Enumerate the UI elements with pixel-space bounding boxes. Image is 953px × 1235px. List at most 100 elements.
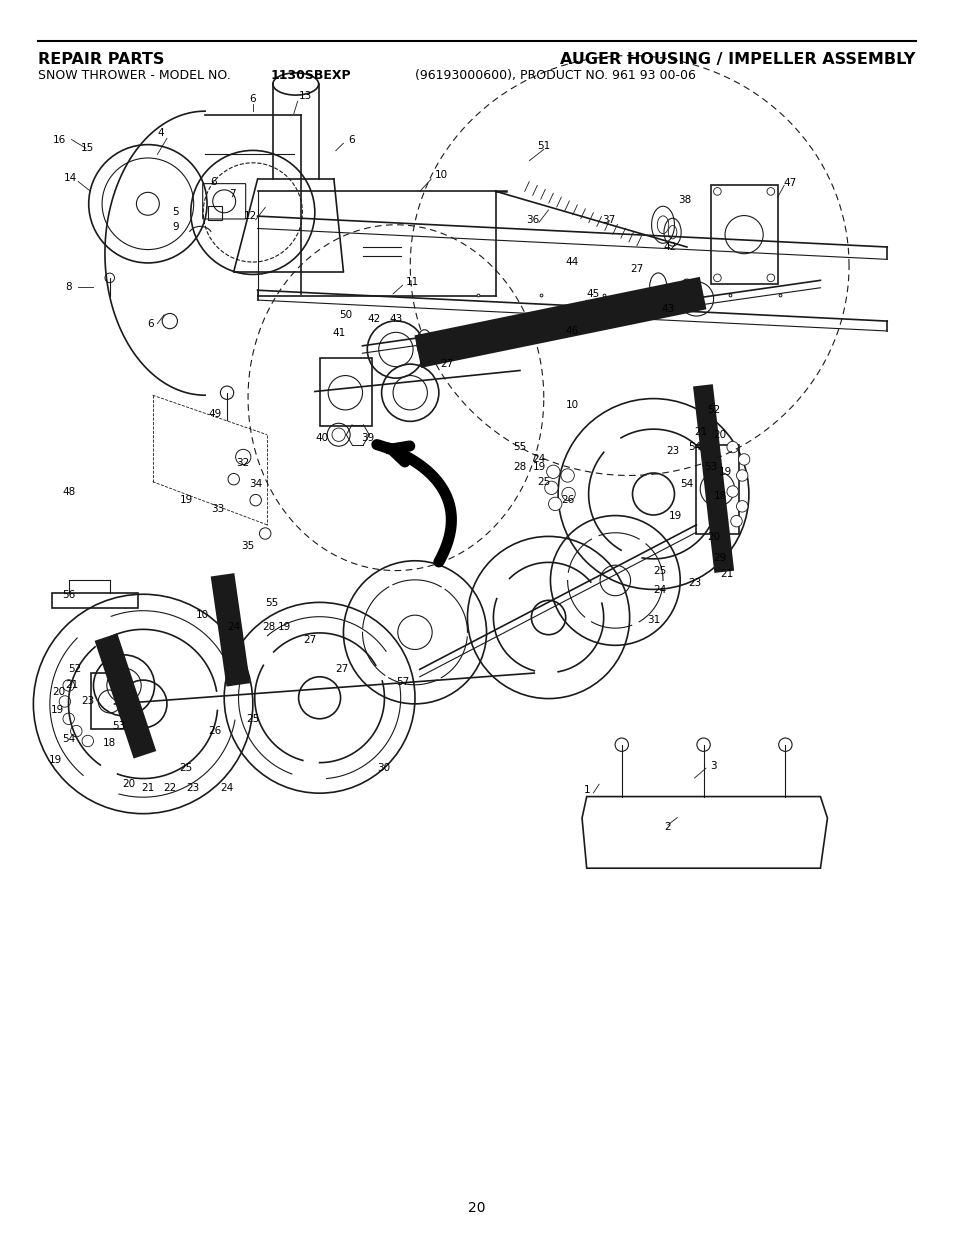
Circle shape (560, 469, 574, 482)
Text: 54: 54 (679, 479, 693, 489)
Text: 20: 20 (52, 687, 66, 697)
Text: 8: 8 (66, 282, 71, 291)
Circle shape (82, 735, 93, 747)
Text: 10: 10 (435, 170, 448, 180)
Text: 6: 6 (250, 94, 255, 104)
Text: 53: 53 (112, 721, 126, 731)
Text: 13: 13 (298, 91, 312, 101)
Text: 27: 27 (439, 359, 453, 369)
Circle shape (548, 498, 561, 510)
Text: 50: 50 (338, 310, 352, 320)
Text: 43: 43 (389, 314, 402, 324)
Circle shape (713, 188, 720, 195)
Text: 53: 53 (703, 462, 717, 472)
Text: 10: 10 (565, 400, 578, 410)
Text: 56: 56 (62, 590, 75, 600)
Text: 6: 6 (348, 135, 354, 144)
Text: 3: 3 (710, 761, 716, 771)
Text: 25: 25 (246, 714, 259, 724)
Text: 19: 19 (51, 705, 64, 715)
Text: 15: 15 (81, 143, 94, 153)
Circle shape (162, 314, 177, 329)
Text: 6: 6 (148, 319, 153, 329)
Text: 54: 54 (687, 442, 700, 452)
Text: 1: 1 (583, 785, 589, 795)
Circle shape (250, 494, 261, 506)
Text: 23: 23 (186, 783, 199, 793)
Text: 9: 9 (172, 222, 178, 232)
Text: 21: 21 (65, 680, 78, 690)
Circle shape (738, 453, 749, 466)
Text: 19: 19 (718, 467, 731, 477)
Circle shape (696, 739, 709, 751)
Text: 16: 16 (52, 135, 66, 144)
Text: 21: 21 (694, 427, 707, 437)
Text: 27: 27 (630, 264, 643, 274)
Text: 38: 38 (678, 195, 691, 205)
Text: 40: 40 (315, 433, 329, 443)
Text: 52: 52 (706, 405, 720, 415)
Text: 55: 55 (265, 598, 278, 608)
Text: 36: 36 (525, 215, 538, 225)
Text: 41: 41 (332, 329, 345, 338)
Text: 14: 14 (64, 173, 77, 183)
Text: AUGER HOUSING / IMPELLER ASSEMBLY: AUGER HOUSING / IMPELLER ASSEMBLY (559, 52, 915, 67)
Text: 24: 24 (227, 622, 240, 632)
Text: 42: 42 (662, 242, 676, 252)
Circle shape (726, 485, 738, 498)
Text: 24: 24 (532, 454, 545, 464)
Text: 2: 2 (664, 823, 670, 832)
Text: 32: 32 (236, 458, 250, 468)
Text: 19: 19 (668, 511, 681, 521)
Text: 20: 20 (713, 430, 726, 440)
Text: 49: 49 (208, 409, 221, 419)
Text: (96193000600), PRODUCT NO. 961 93 00-06: (96193000600), PRODUCT NO. 961 93 00-06 (415, 69, 695, 83)
Text: 28: 28 (513, 462, 526, 472)
Text: 23: 23 (687, 578, 700, 588)
Text: 34: 34 (249, 479, 262, 489)
Text: 19: 19 (277, 622, 291, 632)
Circle shape (726, 441, 738, 453)
Text: 12: 12 (243, 211, 256, 221)
Text: 19: 19 (179, 495, 193, 505)
Circle shape (63, 713, 74, 725)
Text: 55: 55 (513, 442, 526, 452)
Text: 21: 21 (141, 783, 154, 793)
Text: 11: 11 (405, 277, 418, 287)
Text: 48: 48 (62, 487, 75, 496)
Text: 25: 25 (653, 566, 666, 576)
Text: 44: 44 (565, 257, 578, 267)
Text: 29: 29 (713, 553, 726, 563)
Circle shape (766, 274, 774, 282)
Circle shape (105, 273, 114, 283)
Text: 43: 43 (660, 304, 674, 314)
Circle shape (713, 274, 720, 282)
Text: 28: 28 (262, 622, 275, 632)
Text: 18: 18 (103, 739, 116, 748)
Circle shape (220, 387, 233, 399)
Text: REPAIR PARTS: REPAIR PARTS (38, 52, 164, 67)
Text: 47: 47 (782, 178, 796, 188)
Text: 25: 25 (537, 477, 550, 487)
Circle shape (730, 515, 741, 527)
Circle shape (71, 725, 82, 737)
Text: 24: 24 (220, 783, 233, 793)
Text: 20: 20 (706, 532, 720, 542)
Circle shape (778, 739, 791, 751)
Text: 23: 23 (81, 697, 94, 706)
Text: 10: 10 (195, 610, 209, 620)
Text: 45: 45 (586, 289, 599, 299)
Circle shape (561, 488, 575, 500)
Text: 22: 22 (163, 783, 176, 793)
Text: 4: 4 (157, 128, 163, 138)
Text: 7: 7 (230, 189, 235, 199)
Circle shape (766, 188, 774, 195)
Text: 19: 19 (49, 755, 62, 764)
Circle shape (228, 473, 239, 485)
Circle shape (546, 466, 559, 478)
Text: 31: 31 (646, 615, 659, 625)
Text: 20: 20 (122, 779, 135, 789)
Text: 5: 5 (172, 207, 178, 217)
Text: 27: 27 (303, 635, 316, 645)
Circle shape (736, 500, 747, 513)
